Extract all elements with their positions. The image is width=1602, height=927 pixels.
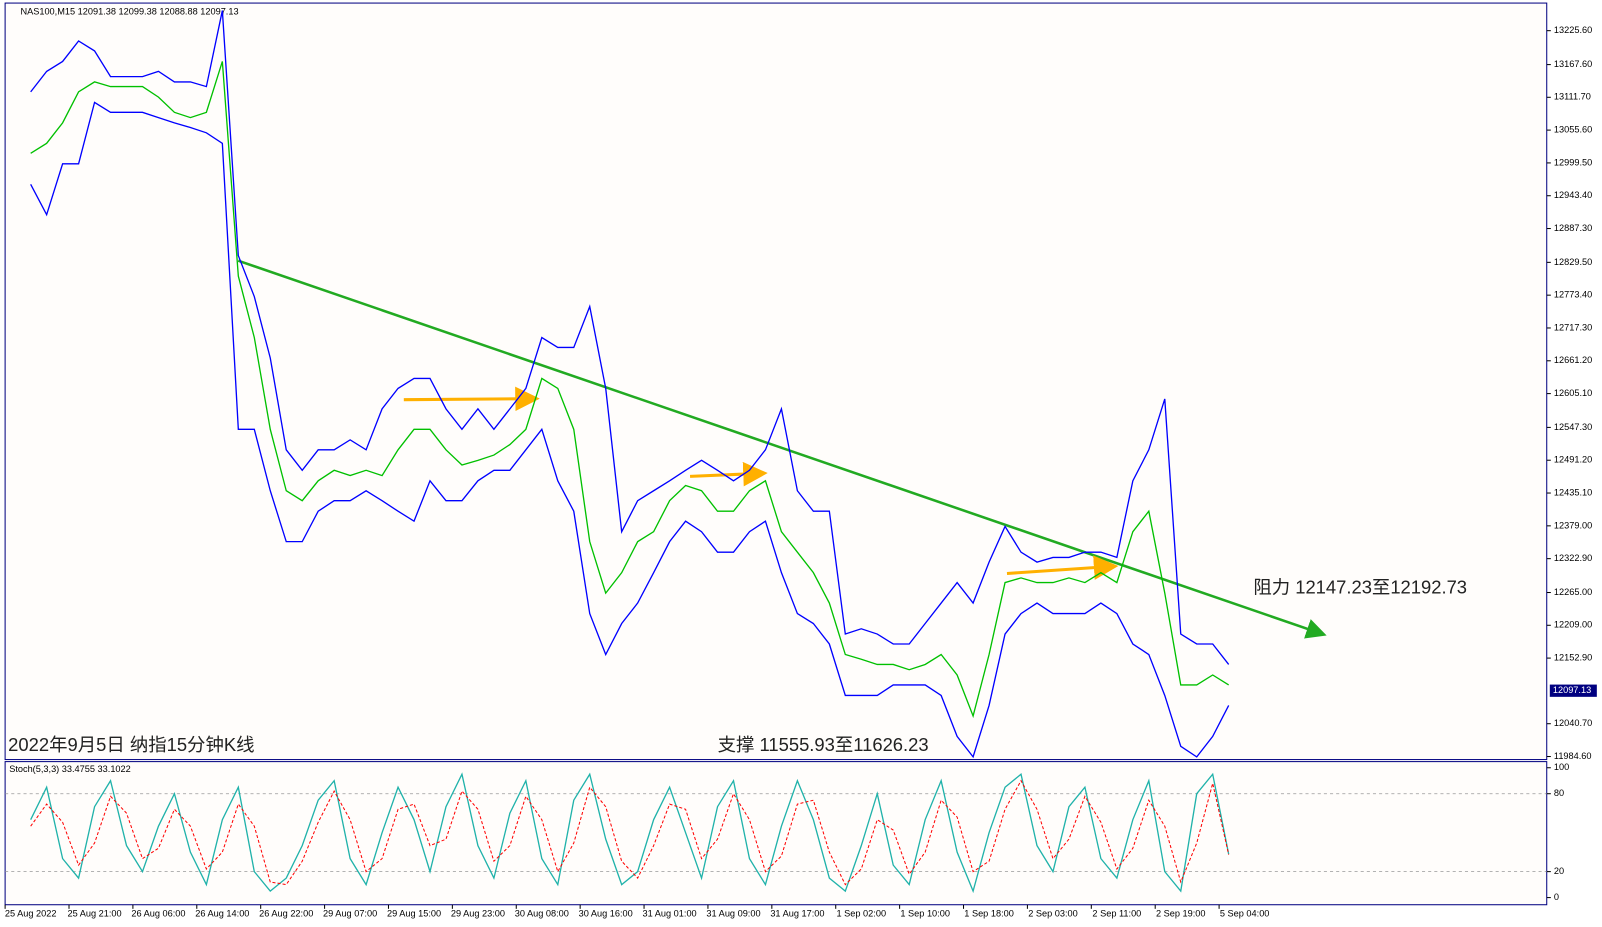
- x-tick-label: 26 Aug 22:00: [259, 908, 313, 918]
- stoch-label: Stoch(5,3,3) 33.4755 33.1022: [9, 764, 131, 774]
- x-tick-label: 5 Sep 04:00: [1220, 908, 1270, 918]
- price-tag-box: [1549, 684, 1597, 697]
- x-tick-label: 30 Aug 16:00: [579, 908, 633, 918]
- y-tick-label: 20: [1554, 866, 1564, 876]
- y-tick-label: 12829.50: [1554, 257, 1592, 267]
- y-tick-label: 13167.60: [1554, 59, 1592, 69]
- y-tick-label: 13055.60: [1554, 125, 1592, 135]
- y-tick-label: 12547.30: [1554, 422, 1592, 432]
- x-tick-label: 1 Sep 10:00: [900, 908, 950, 918]
- annotation: 2022年9月5日 纳指15分钟K线: [8, 734, 254, 755]
- chart-root: NAS100,M15 12091.38 12099.38 12088.88 12…: [4, 2, 1597, 918]
- x-tick-label: 31 Aug 09:00: [706, 908, 760, 918]
- x-tick-label: 2 Sep 11:00: [1092, 908, 1141, 918]
- series-line: [30, 61, 1230, 719]
- x-tick-label: 25 Aug 2022: [5, 908, 57, 918]
- x-tick-label: 1 Sep 02:00: [837, 908, 887, 918]
- y-tick-label: 12773.40: [1554, 290, 1592, 300]
- annotation: 阻力 12147.23至12192.73: [1253, 577, 1467, 598]
- y-tick-label: 12322.90: [1554, 553, 1592, 563]
- x-tick-label: 2 Sep 19:00: [1156, 908, 1206, 918]
- y-tick-label: 12661.20: [1554, 355, 1592, 365]
- y-tick-label: 12209.00: [1554, 620, 1592, 630]
- y-tick-label: 12265.00: [1554, 587, 1592, 597]
- x-tick-label: 29 Aug 15:00: [387, 908, 441, 918]
- x-tick-label: 2 Sep 03:00: [1028, 908, 1078, 918]
- y-tick-label: 12999.50: [1554, 157, 1592, 167]
- y-tick-label: 12435.10: [1554, 487, 1592, 497]
- x-tick-label: 31 Aug 17:00: [770, 908, 824, 918]
- y-tick-label: 0: [1554, 892, 1559, 902]
- series-line: [30, 772, 1230, 894]
- trend-line: [237, 259, 1327, 639]
- main-panel: [4, 2, 1548, 761]
- price-tag: 12097.13: [1553, 685, 1591, 695]
- x-tick-label: 30 Aug 08:00: [515, 908, 569, 918]
- y-tick-label: 12379.00: [1554, 520, 1592, 530]
- y-tick-label: 12040.70: [1554, 718, 1592, 728]
- series-line: [30, 779, 1230, 886]
- y-tick-label: 12605.10: [1554, 388, 1592, 398]
- y-tick-label: 12717.30: [1554, 322, 1592, 332]
- stoch-panel: [4, 761, 1548, 906]
- orange-arrow: [1006, 555, 1119, 580]
- x-tick-label: 26 Aug 14:00: [195, 908, 249, 918]
- orange-arrow: [403, 386, 540, 412]
- y-tick-label: 12491.20: [1554, 455, 1592, 465]
- y-tick-label: 80: [1554, 788, 1564, 798]
- x-tick-label: 29 Aug 23:00: [451, 908, 505, 918]
- series-line: [30, 101, 1230, 759]
- x-tick-label: 29 Aug 07:00: [323, 908, 377, 918]
- x-tick-label: 25 Aug 21:00: [67, 908, 121, 918]
- y-tick-label: 13111.70: [1554, 92, 1591, 102]
- x-tick-label: 1 Sep 18:00: [964, 908, 1014, 918]
- y-tick-label: 12152.90: [1554, 653, 1592, 663]
- orange-arrow: [689, 461, 768, 487]
- y-tick-label: 12943.40: [1554, 190, 1592, 200]
- x-tick-label: 31 Aug 01:00: [643, 908, 697, 918]
- y-tick-label: 13225.60: [1554, 25, 1592, 35]
- y-tick-label: 11984.60: [1554, 751, 1592, 761]
- series-line: [30, 10, 1230, 665]
- annotation: 支撑 11555.93至11626.23: [718, 734, 929, 755]
- y-tick-label: 100: [1554, 762, 1569, 772]
- header: NAS100,M15 12091.38 12099.38 12088.88 12…: [20, 7, 238, 17]
- x-tick-label: 26 Aug 06:00: [131, 908, 185, 918]
- y-tick-label: 12887.30: [1554, 223, 1592, 233]
